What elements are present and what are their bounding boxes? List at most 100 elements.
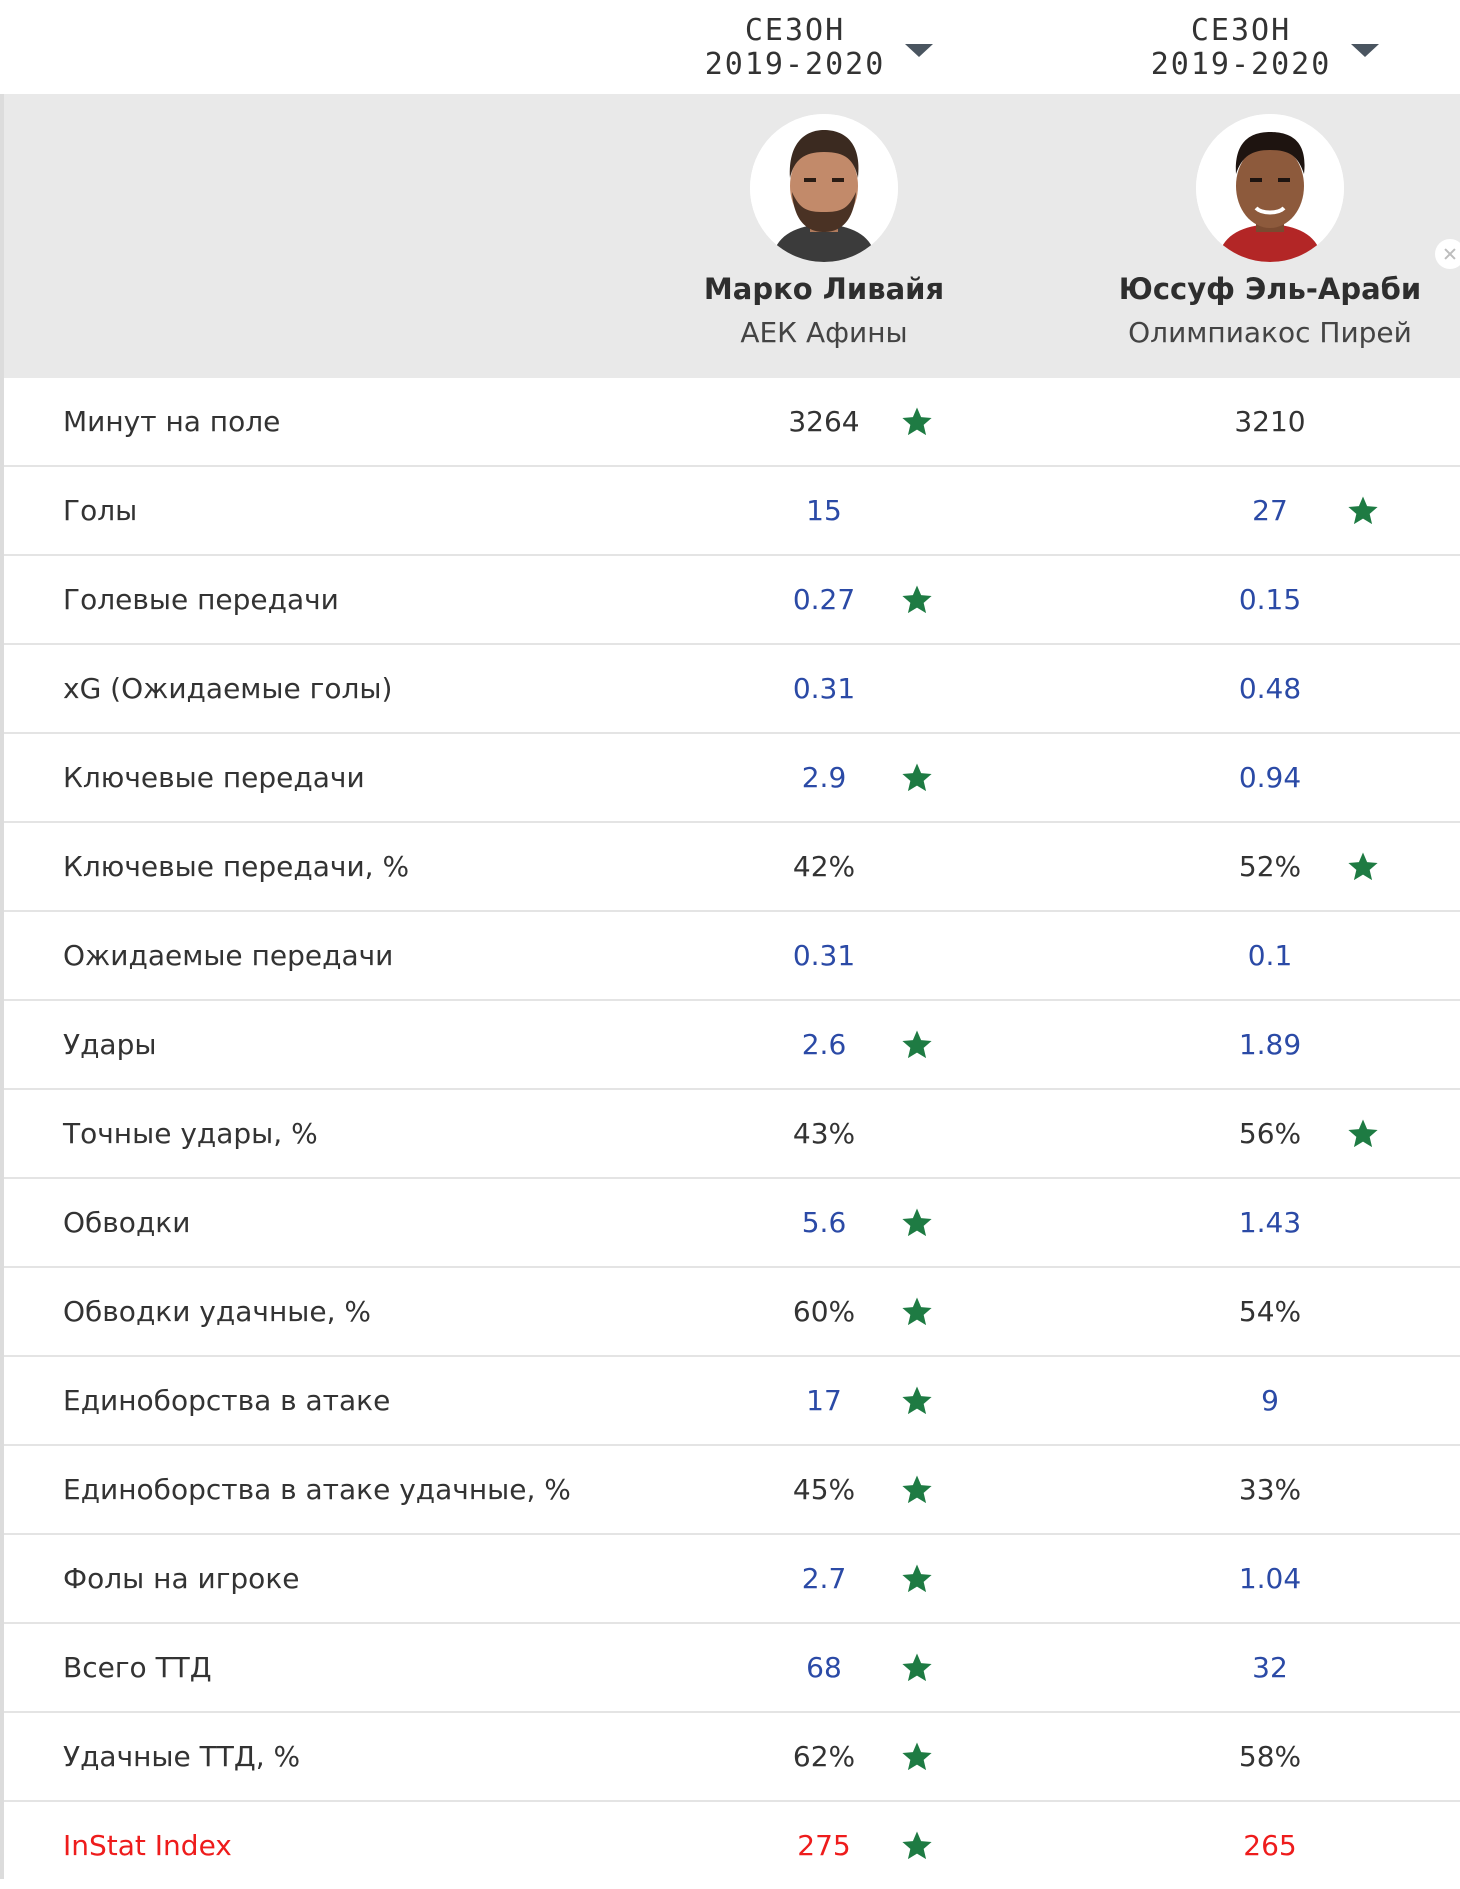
player-photo-avatar xyxy=(1196,114,1344,262)
stat-value-player-2: 0.48 xyxy=(1238,672,1302,705)
stat-label: Минут на поле xyxy=(63,405,281,438)
left-border xyxy=(0,90,4,1879)
stat-value-player-2: 54% xyxy=(1238,1295,1302,1328)
stat-value-player-1: 45% xyxy=(792,1473,856,1506)
season-selector-player-1[interactable]: СЕЗОН 2019-2020 xyxy=(695,14,935,84)
star-icon xyxy=(902,1742,932,1771)
stat-label: Ключевые передачи xyxy=(63,761,365,794)
stat-value-player-1: 17 xyxy=(806,1384,842,1417)
stat-value-player-2: 1.43 xyxy=(1238,1206,1302,1239)
stats-table: Минут на поле 3264 3210 Голы 15 27 Голевые пер… xyxy=(4,378,1460,1889)
stat-value-player-1: 15 xyxy=(806,494,842,527)
stat-row: xG (Ожидаемые голы) 0.31 0.48 xyxy=(4,645,1460,734)
stat-value-player-2: 27 xyxy=(1252,494,1288,527)
stat-value-player-2: 0.1 xyxy=(1247,939,1293,972)
stat-row: Точные удары, % 43% 56% xyxy=(4,1090,1460,1179)
stat-value-player-2: 52% xyxy=(1238,850,1302,883)
season-header-row: СЕЗОН 2019-2020 СЕЗОН 2019-2020 xyxy=(0,0,1460,94)
stat-label: Единоборства в атаке удачные, % xyxy=(63,1473,571,1506)
stat-value-player-2: 58% xyxy=(1238,1740,1302,1773)
season-label-line1: СЕЗОН xyxy=(744,13,846,48)
star-icon xyxy=(902,585,932,614)
stat-value-player-1: 2.6 xyxy=(801,1028,847,1061)
star-icon xyxy=(902,763,932,792)
player-name[interactable]: Юссуф Эль-Араби xyxy=(1118,272,1422,306)
star-icon xyxy=(902,1564,932,1593)
stat-value-player-1: 42% xyxy=(792,850,856,883)
star-icon xyxy=(902,1297,932,1326)
player-team[interactable]: АЕК Афины xyxy=(740,316,908,349)
stat-row: Удары 2.6 1.89 xyxy=(4,1001,1460,1090)
stat-row: Голы 15 27 xyxy=(4,467,1460,556)
season-label-line1: СЕЗОН xyxy=(1190,13,1292,48)
stat-row: Ключевые передачи, % 42% 52% xyxy=(4,823,1460,912)
stat-row: Обводки 5.6 1.43 xyxy=(4,1179,1460,1268)
remove-player-button[interactable] xyxy=(1435,239,1460,269)
stat-value-player-2: 0.94 xyxy=(1238,761,1302,794)
season-label-line2: 2019-2020 xyxy=(1150,47,1332,82)
stat-label: Обводки удачные, % xyxy=(63,1295,371,1328)
season-selector-player-2[interactable]: СЕЗОН 2019-2020 xyxy=(1141,14,1381,84)
players-header: Марко Ливайя АЕК Афины Юссуф Эль-Араби О… xyxy=(4,94,1460,378)
star-icon xyxy=(902,1386,932,1415)
stat-value-player-1: 2.9 xyxy=(801,761,847,794)
stat-label: Всего ТТД xyxy=(63,1651,212,1684)
stat-row: Обводки удачные, % 60% 54% xyxy=(4,1268,1460,1357)
stat-value-player-2: 1.89 xyxy=(1238,1028,1302,1061)
stat-row: Минут на поле 3264 3210 xyxy=(4,378,1460,467)
stat-value-player-1: 3264 xyxy=(788,405,860,438)
chevron-down-icon[interactable] xyxy=(1351,44,1379,57)
stat-value-player-1: 0.27 xyxy=(792,583,856,616)
star-icon xyxy=(902,1030,932,1059)
stat-label: Голы xyxy=(63,494,138,527)
stat-row: Удачные ТТД, % 62% 58% xyxy=(4,1713,1460,1802)
season-label: СЕЗОН 2019-2020 xyxy=(695,14,895,82)
stat-label: Обводки xyxy=(63,1206,191,1239)
stat-label: Ожидаемые передачи xyxy=(63,939,394,972)
player-photo-icon xyxy=(1196,114,1344,262)
stat-label: Точные удары, % xyxy=(63,1117,318,1150)
stat-row: Фолы на игроке 2.7 1.04 xyxy=(4,1535,1460,1624)
season-label-line2: 2019-2020 xyxy=(704,47,886,82)
stat-row: Ключевые передачи 2.9 0.94 xyxy=(4,734,1460,823)
stat-label: Голевые передачи xyxy=(63,583,339,616)
stat-row: Единоборства в атаке 17 9 xyxy=(4,1357,1460,1446)
stat-label: Ключевые передачи, % xyxy=(63,850,410,883)
stat-value-player-1: 2.7 xyxy=(801,1562,847,1595)
stat-label: xG (Ожидаемые голы) xyxy=(63,672,393,705)
player-card-1: Марко Ливайя АЕК Афины xyxy=(614,94,1034,378)
player-team[interactable]: Олимпиакос Пирей xyxy=(1128,316,1412,349)
stat-value-player-1: 60% xyxy=(792,1295,856,1328)
stat-value-player-1: 275 xyxy=(797,1829,851,1862)
star-icon xyxy=(902,1831,932,1860)
stat-value-player-1: 62% xyxy=(792,1740,856,1773)
stat-value-player-1: 43% xyxy=(792,1117,856,1150)
player-name[interactable]: Марко Ливайя xyxy=(703,272,945,306)
star-icon xyxy=(902,1653,932,1682)
star-icon xyxy=(1348,496,1378,525)
stat-value-player-2: 33% xyxy=(1238,1473,1302,1506)
star-icon xyxy=(902,1475,932,1504)
stat-row: Ожидаемые передачи 0.31 0.1 xyxy=(4,912,1460,1001)
star-icon xyxy=(1348,1119,1378,1148)
star-icon xyxy=(1348,852,1378,881)
stat-value-player-2: 1.04 xyxy=(1238,1562,1302,1595)
stat-value-player-2: 3210 xyxy=(1234,405,1306,438)
stat-value-player-2: 56% xyxy=(1238,1117,1302,1150)
stat-label: Удачные ТТД, % xyxy=(63,1740,301,1773)
stat-row: Голевые передачи 0.27 0.15 xyxy=(4,556,1460,645)
chevron-down-icon[interactable] xyxy=(905,44,933,57)
player-photo-avatar xyxy=(750,114,898,262)
stat-label: Удары xyxy=(63,1028,157,1061)
stat-value-player-1: 68 xyxy=(806,1651,842,1684)
star-icon xyxy=(902,407,932,436)
stat-value-player-2: 265 xyxy=(1243,1829,1297,1862)
stat-value-player-2: 32 xyxy=(1252,1651,1288,1684)
stat-value-player-2: 9 xyxy=(1261,1384,1279,1417)
player-card-2: Юссуф Эль-Араби Олимпиакос Пирей xyxy=(1060,94,1460,378)
stat-value-player-1: 5.6 xyxy=(801,1206,847,1239)
stat-value-player-1: 0.31 xyxy=(792,939,856,972)
star-icon xyxy=(902,1208,932,1237)
stat-row: InStat Index 275 265 xyxy=(4,1802,1460,1889)
